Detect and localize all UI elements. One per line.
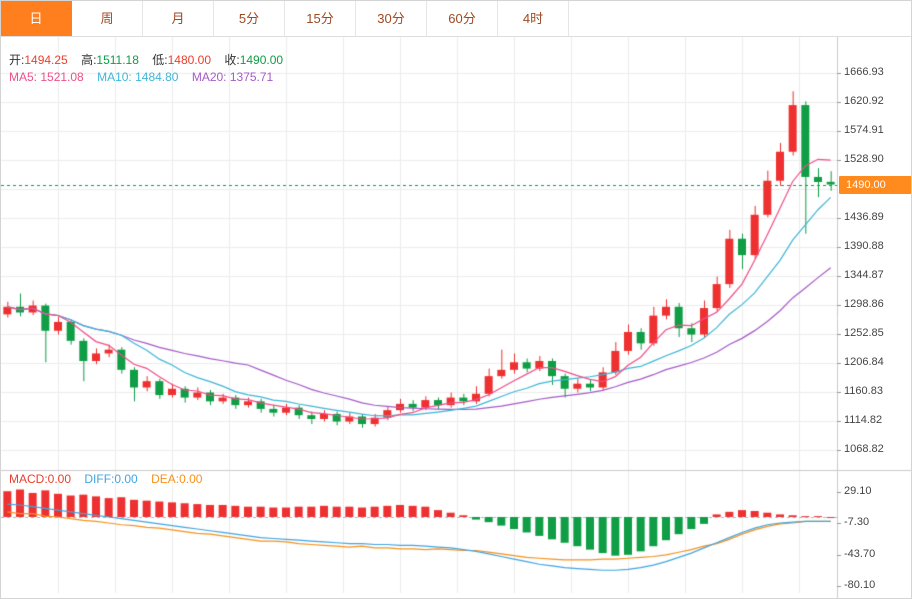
ma10-pair: MA10: 1484.80 xyxy=(97,70,178,84)
open-pair: 开:1494.25 xyxy=(9,53,68,67)
tab-月[interactable]: 月 xyxy=(143,1,214,36)
price-axis-label: 1068.82 xyxy=(844,443,884,455)
price-axis-label: 1436.89 xyxy=(844,210,884,223)
ohlc-info-row: 开:1494.25 高:1511.18 低:1480.00 收:1490.00 xyxy=(9,51,293,68)
close-value: 1490.00 xyxy=(239,53,284,67)
open-value: 1494.25 xyxy=(24,53,68,67)
ma20-value: 1375.71 xyxy=(229,70,274,84)
dea-value: 0.00 xyxy=(179,472,203,486)
ma5-pair: MA5: 1521.08 xyxy=(9,70,84,84)
high-pair: 高:1511.18 xyxy=(81,53,139,67)
price-axis-label: 1528.90 xyxy=(844,153,884,165)
macd-axis-label: -43.70 xyxy=(844,547,876,560)
tab-5分[interactable]: 5分 xyxy=(214,1,285,36)
diff-pair: DIFF:0.00 xyxy=(84,472,137,486)
price-axis-label: 1252.85 xyxy=(844,327,884,339)
last-price-badge: 1490.00 xyxy=(839,175,911,194)
candlestick-chart-canvas[interactable] xyxy=(1,37,911,598)
tab-日[interactable]: 日 xyxy=(1,1,72,36)
diff-label: DIFF: xyxy=(84,472,115,486)
high-label: 高: xyxy=(81,53,97,67)
macd-pair: MACD:0.00 xyxy=(9,472,71,486)
price-axis-label: 1206.84 xyxy=(844,356,884,368)
price-axis-label: 1574.91 xyxy=(844,124,884,136)
ma5-value: 1521.08 xyxy=(40,70,84,84)
low-pair: 低:1480.00 xyxy=(152,53,211,67)
low-value: 1480.00 xyxy=(167,53,211,67)
ma5-label: MA5: xyxy=(9,70,41,84)
price-axis-label: 1160.83 xyxy=(844,385,883,397)
tab-60分[interactable]: 60分 xyxy=(427,1,498,36)
tab-4时[interactable]: 4时 xyxy=(498,1,569,36)
dea-pair: DEA:0.00 xyxy=(151,472,202,486)
tab-30分[interactable]: 30分 xyxy=(356,1,427,36)
ma20-label: MA20: xyxy=(191,70,230,84)
macd-axis-label: -80.10 xyxy=(844,578,876,591)
price-axis-label: 1114.82 xyxy=(844,414,883,426)
close-pair: 收:1490.00 xyxy=(224,53,283,67)
macd-axis-label: -7.30 xyxy=(844,516,870,529)
price-axis-label: 1298.86 xyxy=(844,298,884,310)
macd-axis-label: 29.10 xyxy=(844,485,872,497)
high-value: 1511.18 xyxy=(96,53,139,67)
price-axis-label: 1620.92 xyxy=(844,95,884,107)
macd-info-row: MACD:0.00 DIFF:0.00 DEA:0.00 xyxy=(9,472,212,486)
price-axis-label: 1666.93 xyxy=(844,66,884,78)
tab-周[interactable]: 周 xyxy=(72,1,143,36)
close-label: 收: xyxy=(224,53,240,67)
low-label: 低: xyxy=(152,53,168,67)
dea-label: DEA: xyxy=(151,472,180,486)
price-axis-label: 1344.87 xyxy=(844,269,884,281)
macd-label: MACD: xyxy=(9,472,48,486)
macd-value: 0.00 xyxy=(47,472,72,486)
diff-value: 0.00 xyxy=(114,472,138,486)
open-label: 开: xyxy=(9,53,25,67)
tab-15分[interactable]: 15分 xyxy=(285,1,356,36)
timeframe-tabbar: 日周月 5分 15分 30分 60分 4时 xyxy=(1,1,911,37)
ma10-value: 1484.80 xyxy=(135,70,179,84)
ma20-pair: MA20: 1375.71 xyxy=(192,70,273,84)
price-axis-label: 1390.88 xyxy=(844,239,884,252)
ma10-label: MA10: xyxy=(97,70,136,84)
ma-info-row: MA5: 1521.08 MA10: 1484.80 MA20: 1375.71 xyxy=(9,70,283,84)
